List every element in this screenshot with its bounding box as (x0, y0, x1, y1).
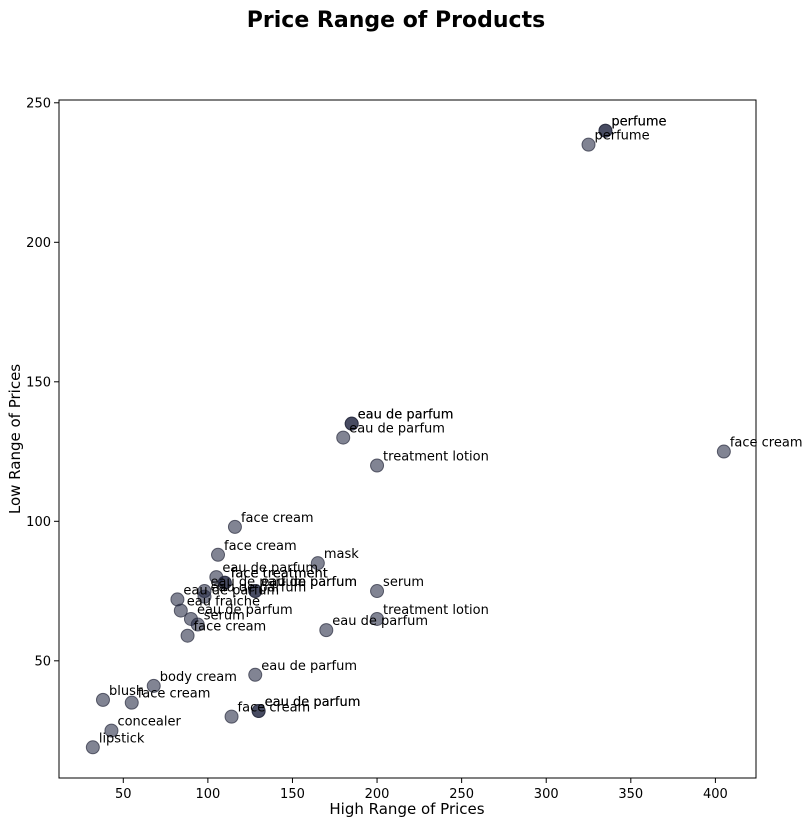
point-label: treatment lotion (383, 603, 489, 618)
point-label: eau de parfum (197, 603, 293, 618)
data-point (124, 695, 139, 710)
point-label: eau de parfum (332, 614, 428, 629)
data-point (197, 589, 212, 604)
point-label: eau fraiche (187, 595, 260, 610)
data-point (217, 575, 232, 590)
data-point (173, 603, 188, 618)
x-tick-label: 100 (195, 787, 220, 802)
data-point (319, 623, 334, 638)
data-point (227, 519, 242, 534)
point-label: lipstick (99, 731, 145, 746)
data-point (104, 723, 119, 738)
data-point (310, 556, 325, 571)
point-label: eau de parfum (210, 581, 306, 596)
data-point (180, 628, 195, 643)
data-point (95, 692, 110, 707)
data-point (251, 704, 266, 719)
data-point (85, 740, 100, 755)
point-label: perfume (611, 115, 666, 130)
point-label: eau de parfum (349, 422, 445, 437)
y-tick-label: 200 (26, 236, 51, 251)
point-label: face cream (224, 539, 297, 554)
y-tick-label: 100 (26, 515, 51, 530)
point-label: eau de parfum (265, 695, 361, 710)
data-point (211, 547, 226, 562)
point-label: eau de parfum (265, 695, 361, 710)
data-point (336, 430, 351, 445)
point-label: treatment lotion (383, 450, 489, 465)
points-layer (85, 123, 731, 755)
point-label: face treatment (231, 567, 328, 582)
point-label: blush (109, 684, 144, 699)
point-label: face cream (194, 620, 267, 635)
plot-frame (58, 99, 757, 779)
data-point (581, 137, 596, 152)
x-tick-label: 400 (703, 787, 728, 802)
point-label: mask (324, 547, 359, 562)
point-label: eau de parfum (210, 575, 306, 590)
data-point (598, 123, 613, 138)
point-label: eau de parfum (261, 659, 357, 674)
point-label: face cream (241, 511, 314, 526)
x-axis-ticks: 50 100 150 200 250 300 350 400 (115, 778, 728, 802)
point-label: eau de parfum (183, 583, 279, 598)
x-tick-label: 250 (449, 787, 474, 802)
y-tick-label: 150 (26, 375, 51, 390)
x-tick-label: 200 (365, 787, 390, 802)
data-point (344, 416, 359, 431)
x-tick-label: 50 (115, 787, 132, 802)
point-label: perfume (595, 129, 650, 144)
point-label: face cream (730, 436, 803, 451)
data-point (370, 611, 385, 626)
point-label: eau de parfum (222, 561, 318, 576)
point-label: face cream (138, 687, 211, 702)
point-label: serum (204, 609, 245, 624)
data-point (248, 667, 263, 682)
data-point (224, 709, 239, 724)
chart-title: Price Range of Products (247, 8, 545, 33)
data-point (716, 444, 731, 459)
x-tick-label: 300 (534, 787, 559, 802)
point-label: perfume (611, 115, 666, 130)
data-point (370, 584, 385, 599)
point-label: body cream (160, 670, 237, 685)
x-tick-label: 350 (618, 787, 643, 802)
y-axis-label: Low Range of Prices (6, 364, 24, 514)
y-axis-ticks: 50 100 150 200 250 (26, 96, 59, 669)
y-tick-label: 50 (34, 654, 51, 669)
point-label: serum (383, 575, 424, 590)
point-label: eau de parfum (358, 408, 454, 423)
x-axis-label: High Range of Prices (329, 800, 484, 818)
data-point (370, 458, 385, 473)
point-label: eau de parfum (358, 408, 454, 423)
y-tick-label: 250 (26, 96, 51, 111)
point-label: face treatment (231, 567, 328, 582)
point-label: concealer (117, 715, 181, 730)
data-point (248, 584, 263, 599)
data-point (190, 617, 205, 632)
x-tick-label: 150 (280, 787, 305, 802)
point-label: eau de parfum (261, 575, 357, 590)
data-point (146, 678, 161, 693)
point-label: face cream (238, 701, 311, 716)
point-label: eau de parfum (261, 575, 357, 590)
